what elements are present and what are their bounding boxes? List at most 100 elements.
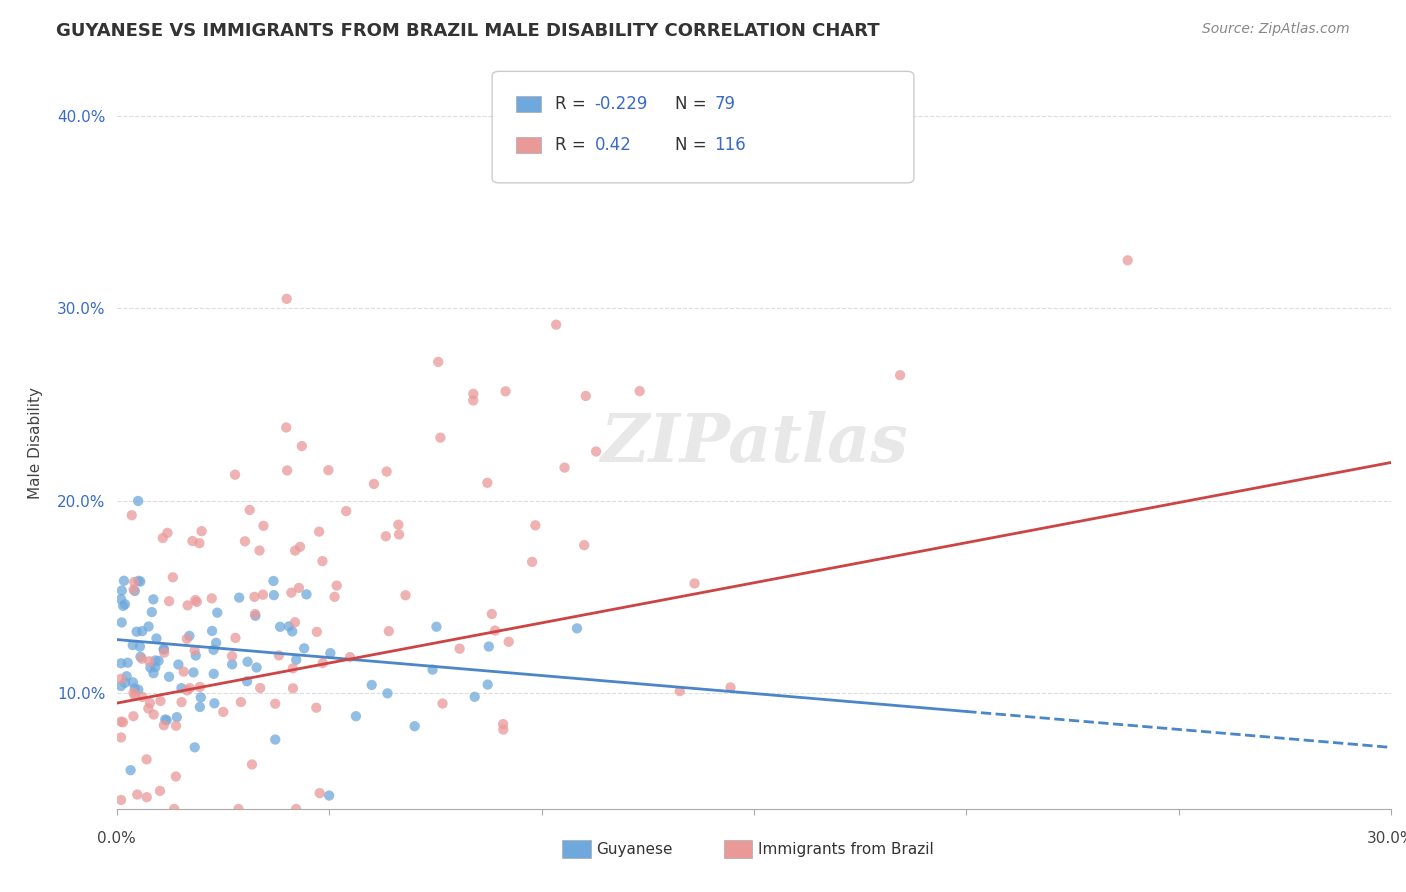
Point [276, 463, 298, 477]
Point [110, 793, 132, 807]
Point [184, 593, 207, 607]
Point [335, 504, 357, 518]
Point [344, 709, 367, 723]
Point [114, 597, 136, 611]
Point [252, 519, 274, 533]
Point [263, 588, 285, 602]
Point [249, 681, 271, 695]
Point [377, 686, 399, 700]
Point [131, 651, 153, 665]
Point [153, 718, 176, 732]
Point [628, 384, 651, 398]
Point [375, 465, 398, 479]
Point [165, 719, 187, 733]
Point [149, 694, 172, 708]
Point [394, 588, 416, 602]
Point [276, 292, 298, 306]
Point [138, 619, 160, 633]
Text: -0.229: -0.229 [595, 95, 648, 113]
Point [284, 543, 307, 558]
Point [148, 654, 170, 668]
Point [190, 524, 212, 538]
Point [152, 531, 174, 545]
Point [115, 669, 138, 683]
Point [145, 632, 167, 646]
Point [477, 677, 499, 691]
Point [240, 757, 263, 772]
Point [252, 588, 274, 602]
Point [188, 700, 211, 714]
Point [495, 384, 517, 399]
Point [291, 439, 314, 453]
Point [157, 594, 180, 608]
Point [124, 681, 146, 696]
Point [565, 621, 588, 635]
Point [318, 789, 340, 803]
Point [889, 368, 911, 383]
Point [111, 715, 134, 730]
Point [129, 649, 152, 664]
Point [128, 574, 150, 588]
Point [124, 689, 146, 703]
Point [280, 585, 302, 599]
Point [143, 660, 166, 674]
Text: R =: R = [555, 136, 592, 154]
Point [127, 494, 149, 508]
Point [319, 646, 342, 660]
Point [129, 640, 152, 654]
Point [183, 665, 205, 680]
Point [122, 675, 145, 690]
Point [139, 660, 162, 674]
Point [429, 431, 451, 445]
Point [205, 636, 228, 650]
Point [264, 697, 287, 711]
Point [122, 709, 145, 723]
Text: ZIPatlas: ZIPatlas [600, 410, 908, 475]
Point [228, 591, 250, 605]
Point [262, 574, 284, 588]
Point [246, 660, 269, 674]
Point [141, 605, 163, 619]
Point [477, 475, 499, 490]
Point [166, 710, 188, 724]
Point [122, 582, 145, 597]
Point [190, 690, 212, 705]
Point [122, 575, 145, 590]
Point [156, 525, 179, 540]
Point [281, 661, 304, 675]
Point [478, 640, 501, 654]
Point [111, 583, 134, 598]
Text: N =: N = [675, 136, 711, 154]
Point [683, 576, 706, 591]
Point [239, 503, 262, 517]
Point [323, 590, 346, 604]
Point [546, 318, 568, 332]
Point [267, 648, 290, 663]
Point [179, 681, 201, 695]
Point [427, 355, 450, 369]
Point [127, 788, 149, 802]
Point [117, 656, 139, 670]
Point [311, 554, 333, 568]
Text: N =: N = [675, 95, 711, 113]
Point [305, 624, 328, 639]
Point [121, 508, 143, 523]
Point [124, 583, 146, 598]
Point [360, 678, 382, 692]
Point [425, 620, 447, 634]
Point [170, 695, 193, 709]
Point [288, 581, 311, 595]
Point [243, 607, 266, 621]
Point [277, 619, 299, 633]
Point [127, 682, 149, 697]
Point [129, 574, 152, 589]
Point [110, 731, 132, 745]
Point [186, 595, 208, 609]
Point [668, 684, 690, 698]
Point [363, 477, 385, 491]
Point [492, 723, 515, 737]
Point [228, 802, 250, 816]
Point [165, 770, 187, 784]
Point [179, 629, 201, 643]
Point [207, 606, 229, 620]
